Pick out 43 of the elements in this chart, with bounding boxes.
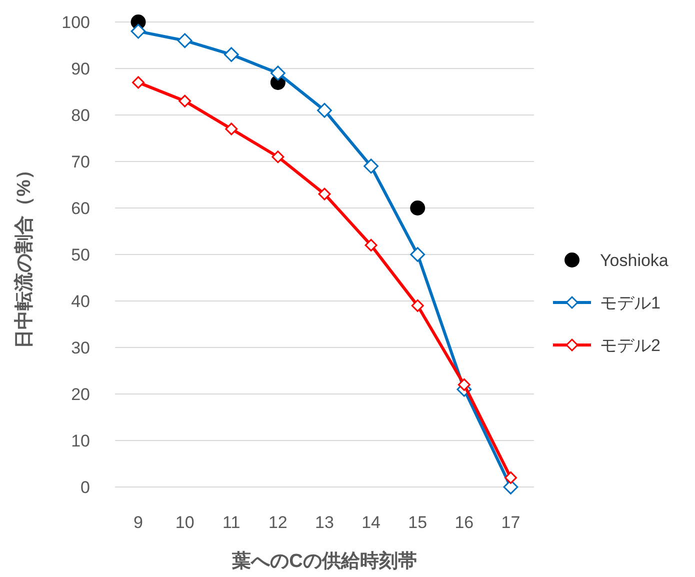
point: [318, 188, 331, 200]
x-tick-label: 11: [222, 513, 240, 532]
y-tick-label: 60: [71, 199, 90, 218]
point: [225, 122, 238, 136]
point: [504, 471, 517, 484]
point: [270, 66, 286, 81]
y-axis-title: 日中転流の割合（%）: [13, 160, 35, 348]
x-tick-label: 14: [362, 513, 381, 532]
x-tick-label: 10: [175, 513, 194, 532]
point: [130, 24, 146, 39]
x-tick-label: 15: [408, 513, 428, 532]
y-tick-label: 0: [80, 478, 90, 497]
point: [410, 247, 426, 262]
y-tick-label: 50: [71, 246, 90, 264]
y-tick-label: 20: [71, 385, 90, 404]
y-tick-label: 80: [71, 106, 90, 125]
point: [503, 480, 518, 494]
point: [272, 150, 284, 164]
legend-label: モデル1: [600, 294, 660, 312]
x-tick-label: 13: [315, 513, 334, 532]
legend-label: モデル2: [600, 336, 660, 355]
x-tick-label: 17: [501, 513, 520, 532]
point: [132, 76, 145, 89]
y-tick-label: 40: [71, 292, 90, 311]
point: [364, 158, 379, 174]
y-tick-label: 100: [62, 13, 90, 32]
point: [364, 238, 378, 252]
x-tick-label: 9: [134, 513, 144, 532]
y-tick-label: 90: [71, 60, 90, 78]
point: [458, 378, 470, 391]
y-tick-label: 70: [71, 152, 90, 172]
point: [178, 94, 192, 108]
x-tick-label: 12: [268, 513, 288, 532]
x-axis-title: 葉へのCの供給時刻帯: [231, 550, 417, 572]
x-tick-label: 16: [454, 513, 474, 532]
point: [317, 102, 332, 118]
point: [410, 200, 426, 216]
y-tick-label: 10: [71, 432, 90, 450]
point: [224, 47, 239, 62]
legend-label: Yoshioka: [600, 251, 669, 270]
point: [177, 33, 192, 48]
point: [411, 299, 424, 312]
y-tick-label: 30: [71, 338, 90, 358]
